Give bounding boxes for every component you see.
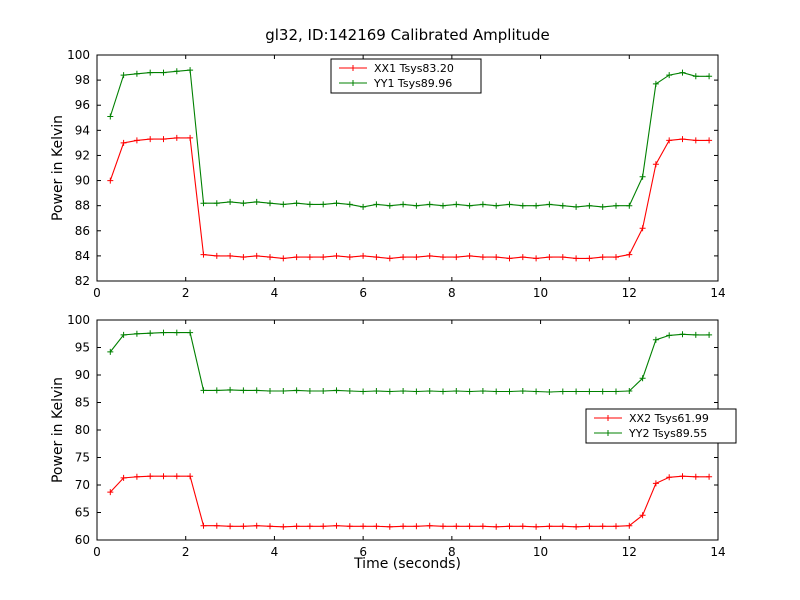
- y-tick-label: 82: [75, 274, 90, 288]
- y-tick-label: 98: [75, 73, 90, 87]
- legend-label: YY1 Tsys89.96: [373, 77, 452, 90]
- x-axis-label: Time (seconds): [354, 556, 461, 572]
- y-tick-label: 95: [75, 341, 90, 355]
- series-line-XX2: [109, 475, 710, 528]
- x-tick-label: 12: [622, 545, 637, 559]
- legend-label: XX2 Tsys61.99: [629, 412, 709, 425]
- y-tick-label: 85: [75, 396, 90, 410]
- legend-box: [585, 408, 737, 444]
- legend-label: YY2 Tsys89.55: [628, 427, 707, 440]
- legend-marker-sample: [605, 430, 611, 436]
- y-tick-label: 80: [75, 423, 90, 437]
- x-tick-label: 14: [710, 545, 725, 559]
- x-tick-label: 12: [622, 286, 637, 300]
- x-tick-label: 0: [93, 286, 101, 300]
- y-tick-label: 90: [75, 174, 90, 188]
- legend-box: [330, 58, 482, 94]
- y-tick-label: 96: [75, 98, 90, 112]
- y-tick-label: 75: [75, 451, 90, 465]
- y-tick-label: 60: [75, 533, 90, 547]
- legend-marker-sample: [350, 65, 356, 71]
- series-line-YY2: [109, 332, 710, 393]
- figure-title: gl32, ID:142169 Calibrated Amplitude: [265, 26, 550, 44]
- y-tick-label: 86: [75, 224, 90, 238]
- series-line-YY1: [109, 69, 710, 208]
- x-tick-label: 0: [93, 545, 101, 559]
- y-tick-label: 84: [75, 249, 90, 263]
- legend-marker-sample: [350, 80, 356, 86]
- series-line-XX1: [109, 137, 710, 259]
- y-tick-label: 70: [75, 478, 90, 492]
- x-tick-label: 4: [271, 545, 279, 559]
- series-markers-YY2: [107, 329, 713, 395]
- y-tick-label: 65: [75, 506, 90, 520]
- legend: XX2 Tsys61.99 YY2 Tsys89.55: [585, 408, 737, 444]
- y-tick-label: 90: [75, 368, 90, 382]
- x-tick-label: 10: [533, 286, 548, 300]
- series-markers-YY1: [107, 67, 713, 210]
- x-tick-label: 8: [448, 286, 456, 300]
- x-tick-label: 4: [271, 286, 279, 300]
- y-tick-label: 88: [75, 199, 90, 213]
- x-tick-label: 6: [359, 545, 367, 559]
- subplot-2: 0 2 4 6 8 10 12 14 60 65 70 75 80 85 90 95 100 XX2 Tsys61…: [67, 313, 737, 559]
- y-tick-label: 100: [67, 48, 90, 62]
- subplot-1: 0 2 4 6 8 10 12 14 82 84 86 88 90 92 94 96 98 100 XX1 Tsys…: [67, 48, 726, 300]
- x-tick-label: 14: [710, 286, 725, 300]
- x-tick-label: 2: [182, 286, 190, 300]
- x-tick-label: 6: [359, 286, 367, 300]
- legend: XX1 Tsys83.20 YY1 Tsys89.96: [330, 58, 482, 94]
- legend-label: XX1 Tsys83.20: [374, 62, 454, 75]
- x-tick-label: 8: [448, 545, 456, 559]
- axes-frame: [96, 54, 719, 282]
- series-markers-XX1: [107, 134, 713, 262]
- series-markers-XX2: [107, 473, 713, 530]
- y-tick-label: 94: [75, 123, 90, 137]
- y-tick-label: 92: [75, 148, 90, 162]
- y-tick-label: 100: [67, 313, 90, 327]
- legend-marker-sample: [605, 415, 611, 421]
- x-tick-label: 2: [182, 545, 190, 559]
- x-tick-label: 10: [533, 545, 548, 559]
